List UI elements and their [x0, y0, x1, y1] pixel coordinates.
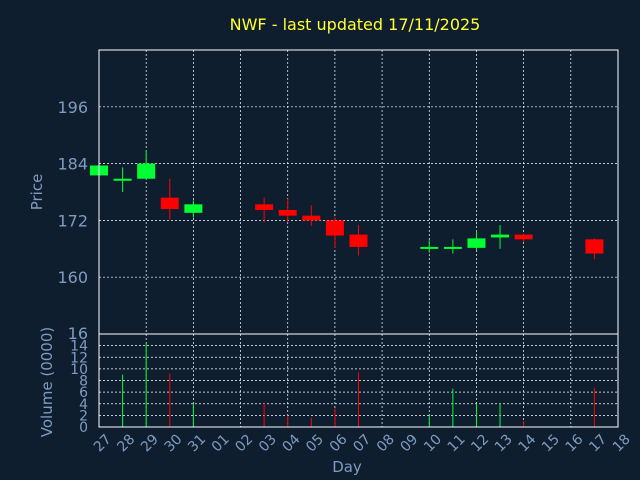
- price-axis-label: Price: [28, 174, 46, 211]
- candle-body: [325, 220, 344, 236]
- candle-body: [443, 246, 462, 249]
- candle-body: [302, 215, 321, 221]
- volume-y-tick-label: 4: [79, 397, 88, 413]
- volume-bar-series: [98, 343, 595, 427]
- volume-y-tick-label: 6: [79, 385, 88, 401]
- candle-body: [137, 163, 156, 179]
- candle-body: [184, 204, 203, 213]
- candle-body: [349, 234, 368, 247]
- candle-body: [585, 239, 604, 254]
- volume-y-tick-label: 0: [79, 420, 88, 436]
- volume-panel-frame: [98, 333, 619, 428]
- candle-body: [113, 178, 132, 181]
- candle-body: [160, 197, 179, 210]
- volume-y-tick-label: 2: [79, 408, 88, 424]
- price-y-tick-label: 172: [57, 211, 88, 230]
- x-tick-labels: 27 28 29 30 31 01 02 03 04 05 06 07 08 09 10 11 12 13 14 15…: [91, 431, 634, 455]
- candle-body: [255, 204, 274, 210]
- volume-y-tick-label: 10: [70, 362, 88, 378]
- x-axis-label: Day: [332, 458, 362, 476]
- price-y-tick-label: 160: [57, 268, 88, 287]
- candlestick-series: [90, 150, 604, 260]
- price-grid: [99, 50, 618, 334]
- volume-y-tick-label: 14: [70, 339, 88, 355]
- price-y-tick-label: 184: [57, 155, 88, 174]
- price-y-tick-label: 196: [57, 98, 88, 117]
- volume-y-tick-label: 16: [68, 324, 88, 343]
- candle-body: [491, 234, 510, 238]
- candle-body: [467, 238, 486, 248]
- candle-body: [278, 209, 297, 216]
- volume-axis-label: Volume (0000): [38, 327, 56, 437]
- chart-title: NWF - last updated 17/11/2025: [230, 15, 481, 34]
- price-panel: 160 172 184 196: [57, 49, 619, 335]
- volume-y-tick-label: 8: [79, 374, 88, 390]
- candle-body: [514, 234, 533, 240]
- candle-body: [420, 246, 439, 249]
- volume-y-tick-label: 12: [70, 350, 88, 366]
- price-y-tick-labels: 160 172 184 196: [57, 98, 88, 287]
